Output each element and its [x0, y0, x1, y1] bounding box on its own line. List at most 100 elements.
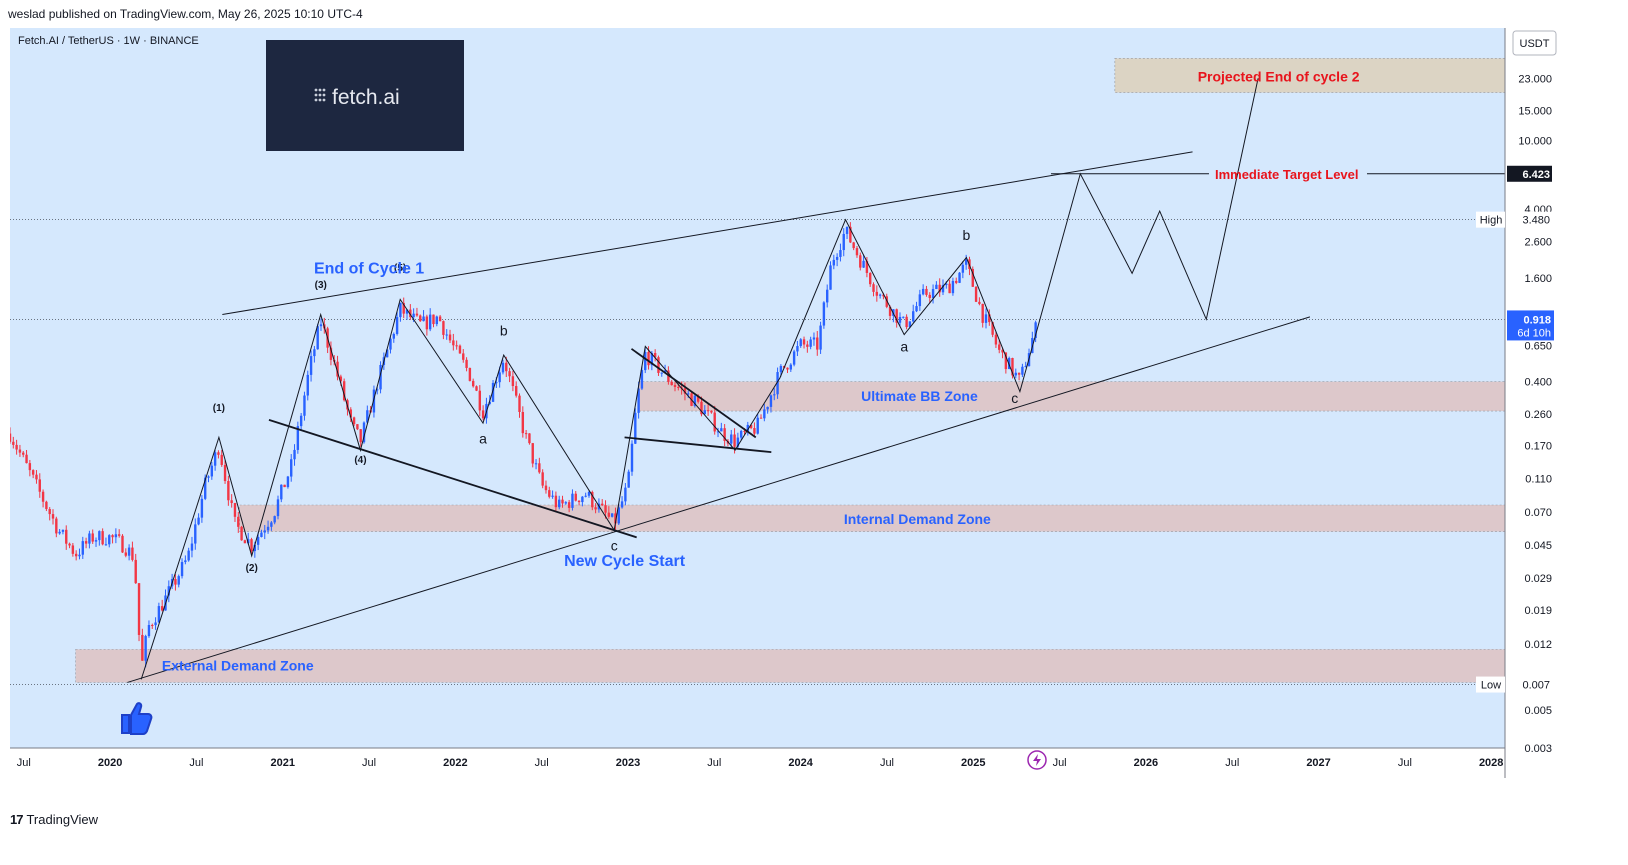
candle-body-171 — [574, 493, 577, 501]
zone-rect-2[interactable] — [239, 504, 1506, 532]
candle-body-186 — [624, 487, 627, 502]
elliott-wave-path[interactable] — [140, 78, 1259, 680]
candle-body-161 — [541, 472, 544, 486]
x-tick-label-0: Jul — [17, 757, 31, 769]
candle-body-88 — [299, 415, 303, 427]
candle-body-145 — [488, 401, 491, 404]
trendline-1[interactable] — [222, 151, 1193, 316]
candle-body-288 — [961, 264, 965, 273]
footer-brand: TradingView — [26, 812, 99, 827]
candle-body-117 — [395, 317, 399, 334]
candle-body-158 — [531, 443, 534, 464]
candle-body-239 — [799, 339, 802, 347]
candle-body-259 — [865, 260, 869, 273]
wave-label-3: (4) — [354, 455, 366, 466]
candle-body-297 — [991, 322, 994, 335]
wave-label-10: c — [1011, 390, 1018, 406]
candle-body-20 — [74, 553, 78, 557]
candle-body-202 — [677, 386, 680, 388]
trendline-4[interactable] — [624, 436, 772, 454]
currency-box[interactable]: USDT — [1512, 30, 1557, 56]
candle-body-142 — [478, 390, 482, 411]
trendline-3[interactable] — [630, 348, 757, 439]
candle-body-151 — [508, 371, 511, 377]
candle-body-240 — [802, 339, 806, 345]
candle-body-264 — [882, 294, 885, 297]
candle-body-50 — [174, 579, 177, 585]
x-tick-label-5: 2022 — [443, 757, 467, 769]
candle-body-24 — [88, 533, 91, 544]
candle-body-252 — [842, 233, 845, 251]
candle-body-212 — [710, 410, 713, 413]
y-tick-label-11: 0.110 — [1525, 473, 1552, 485]
candle-body-118 — [399, 302, 402, 318]
candle-body-148 — [498, 372, 501, 383]
zone-label-0: Projected End of cycle 2 — [1198, 69, 1360, 85]
x-tick-label-9: 2024 — [788, 757, 813, 769]
badge-value-2: 0.918 — [1523, 314, 1551, 326]
candle-body-164 — [551, 495, 554, 497]
target-label: Immediate Target Level — [1215, 167, 1359, 182]
candle-body-59 — [204, 477, 207, 499]
candle-body-260 — [869, 272, 872, 285]
x-tick-label-2: Jul — [189, 757, 203, 769]
y-tick-label-16: 0.012 — [1524, 639, 1552, 651]
candle-body-223 — [746, 424, 749, 432]
badge-bg-0 — [1507, 165, 1552, 182]
candle-body-135 — [455, 345, 458, 347]
candle-body-215 — [720, 428, 723, 432]
candle-body-293 — [978, 301, 981, 304]
candle-body-91 — [309, 356, 313, 375]
candle-body-190 — [637, 388, 640, 413]
candle-body-147 — [495, 382, 498, 384]
candle-body-301 — [1004, 352, 1008, 370]
candle-body-175 — [587, 491, 591, 496]
y-tick-label-3: 10.000 — [1518, 136, 1552, 148]
candle-body-51 — [177, 576, 180, 585]
candle-body-298 — [994, 334, 998, 345]
zone-rect-1[interactable] — [638, 381, 1506, 412]
candle-body-137 — [462, 353, 465, 360]
candle-body-89 — [303, 395, 306, 416]
candle-body-187 — [627, 471, 630, 488]
candle-body-119 — [402, 302, 405, 314]
candle-body-72 — [247, 539, 250, 544]
candle-body-29 — [104, 544, 108, 546]
candle-body-159 — [534, 463, 538, 465]
candle-body-34 — [121, 535, 124, 553]
y-tick-label-6: 1.600 — [1524, 273, 1552, 285]
candle-body-17 — [65, 529, 68, 544]
candle-body-108 — [366, 410, 369, 423]
candle-body-42 — [147, 625, 151, 637]
candle-body-80 — [273, 516, 276, 523]
candle-body-241 — [806, 344, 809, 347]
candle-body-283 — [945, 283, 948, 286]
candle-body-63 — [217, 452, 220, 455]
trendline-2[interactable] — [268, 419, 637, 539]
candle-body-133 — [448, 334, 452, 341]
candle-body-208 — [696, 395, 700, 402]
candle-body-184 — [617, 507, 620, 524]
candle-body-251 — [839, 250, 842, 257]
candle-body-56 — [194, 524, 197, 544]
candle-body-126 — [425, 316, 429, 330]
candle-body-138 — [465, 359, 468, 368]
candle-body-277 — [925, 288, 928, 295]
candle-body-300 — [1001, 349, 1004, 353]
price-chart[interactable]: Projected End of cycle 2 Ultimate BB Zone… — [10, 28, 1565, 778]
candle-body-197 — [660, 372, 663, 374]
candle-body-200 — [670, 381, 673, 386]
candle-body-245 — [819, 325, 822, 350]
candle-body-114 — [385, 349, 389, 358]
zone-rect-0[interactable] — [1114, 58, 1506, 93]
candle-body-132 — [445, 334, 448, 336]
candle-body-1 — [12, 441, 15, 445]
wave-label-2: (3) — [315, 280, 327, 291]
candle-body-281 — [938, 284, 941, 293]
candle-body-14 — [55, 518, 58, 534]
trendline-0[interactable] — [127, 316, 1311, 683]
candle-body-25 — [91, 533, 94, 542]
candle-body-146 — [491, 382, 495, 402]
zone-label-3: External Demand Zone — [162, 658, 314, 674]
candle-body-195 — [653, 353, 657, 358]
